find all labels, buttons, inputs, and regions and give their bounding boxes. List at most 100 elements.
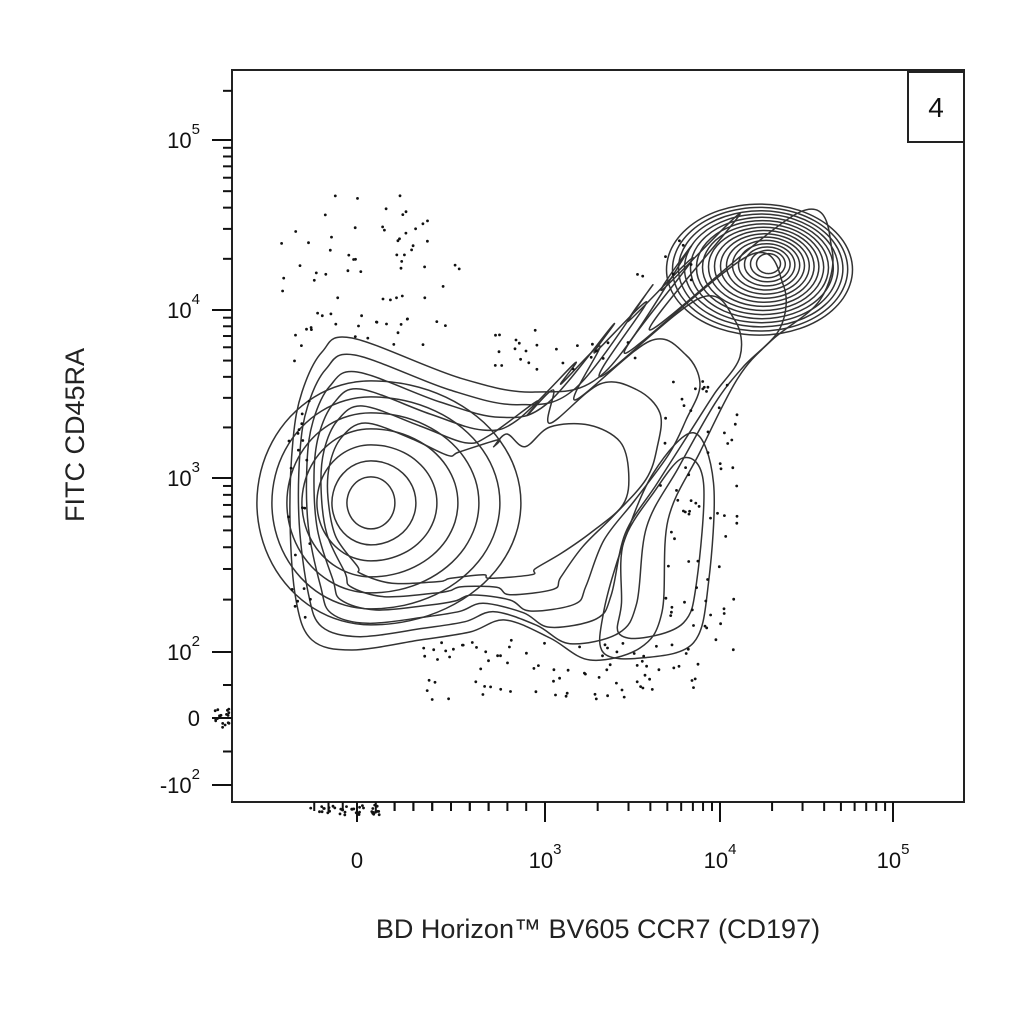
event-dot bbox=[591, 342, 594, 346]
event-dot bbox=[289, 466, 293, 470]
contour-line bbox=[725, 236, 806, 295]
event-dot bbox=[352, 258, 355, 261]
event-dot bbox=[333, 194, 337, 198]
event-dot bbox=[414, 227, 417, 231]
event-dot bbox=[694, 387, 697, 391]
y-tick-label-5: 105 bbox=[167, 121, 200, 153]
event-dot bbox=[552, 668, 556, 672]
event-dot bbox=[399, 266, 403, 270]
event-dot bbox=[730, 438, 734, 442]
event-dot bbox=[404, 231, 408, 235]
event-dot bbox=[300, 422, 304, 426]
event-dot bbox=[500, 364, 504, 367]
event-dot bbox=[396, 239, 400, 243]
contour-line bbox=[677, 209, 844, 328]
event-dot bbox=[578, 645, 581, 649]
event-dot bbox=[475, 646, 478, 649]
contour-line bbox=[719, 233, 811, 299]
contour-line bbox=[316, 444, 438, 562]
event-dot bbox=[527, 361, 531, 365]
event-dot bbox=[328, 248, 332, 252]
event-dot bbox=[297, 448, 300, 452]
event-dot bbox=[470, 641, 474, 644]
event-dot bbox=[506, 661, 509, 665]
event-dot bbox=[336, 296, 340, 300]
event-dot bbox=[594, 697, 598, 701]
event-dot bbox=[281, 289, 284, 293]
event-dot bbox=[595, 349, 598, 353]
event-dot bbox=[453, 263, 457, 267]
event-dot bbox=[357, 324, 360, 328]
event-dot bbox=[484, 650, 488, 654]
y-tick-label-2: 102 bbox=[167, 633, 200, 665]
event-dot bbox=[725, 383, 729, 387]
event-dot bbox=[701, 380, 705, 383]
event-dot bbox=[561, 361, 565, 365]
event-dot bbox=[401, 213, 405, 217]
event-dot bbox=[423, 265, 426, 269]
event-dot bbox=[333, 806, 337, 810]
event-dot bbox=[597, 676, 601, 679]
event-dot bbox=[329, 312, 333, 316]
event-dot bbox=[601, 654, 604, 658]
event-dot bbox=[499, 687, 503, 691]
event-dot bbox=[214, 719, 218, 723]
event-dot bbox=[622, 695, 626, 699]
event-dot bbox=[682, 509, 685, 513]
event-dot bbox=[290, 588, 294, 591]
event-dot bbox=[645, 664, 648, 668]
event-dot bbox=[704, 599, 708, 603]
event-dot bbox=[423, 296, 427, 300]
event-dot bbox=[641, 686, 645, 690]
event-dot bbox=[554, 693, 557, 697]
event-dot bbox=[690, 679, 694, 682]
event-dot bbox=[709, 613, 712, 617]
event-dot bbox=[213, 709, 217, 713]
event-dot bbox=[310, 328, 313, 331]
event-dot bbox=[535, 367, 539, 371]
event-dot bbox=[353, 335, 357, 338]
contour-line bbox=[286, 412, 480, 594]
contour-line bbox=[731, 239, 801, 291]
event-dot bbox=[672, 666, 676, 670]
event-dot bbox=[350, 807, 354, 811]
event-dot bbox=[298, 264, 302, 267]
x-axis-title: BD Horizon™ BV605 CCR7 (CD197) bbox=[376, 914, 820, 944]
event-dot bbox=[517, 341, 521, 345]
event-dot bbox=[410, 248, 413, 252]
contour-line bbox=[297, 251, 787, 645]
event-dot bbox=[381, 297, 385, 301]
event-dot bbox=[667, 564, 670, 568]
event-dot bbox=[396, 331, 400, 335]
contour-line bbox=[289, 208, 834, 662]
event-dot bbox=[499, 654, 502, 658]
event-dot bbox=[309, 806, 313, 810]
event-dot bbox=[684, 652, 688, 655]
event-dot bbox=[706, 578, 709, 581]
y-tick-label-3: 103 bbox=[167, 459, 200, 491]
event-dot bbox=[318, 810, 321, 814]
event-dot bbox=[227, 711, 231, 715]
event-dot bbox=[479, 667, 483, 671]
event-dot bbox=[395, 296, 398, 300]
contour-line bbox=[598, 432, 715, 660]
contour-line bbox=[713, 229, 815, 304]
event-dot bbox=[309, 597, 312, 601]
event-dot bbox=[433, 680, 437, 684]
event-dot bbox=[689, 409, 693, 412]
event-dot bbox=[606, 646, 609, 650]
event-dot bbox=[474, 680, 478, 684]
event-dot bbox=[717, 565, 721, 569]
contour-line bbox=[346, 476, 396, 530]
event-dot bbox=[427, 678, 431, 682]
event-dot bbox=[608, 663, 612, 667]
event-dot bbox=[636, 273, 639, 276]
event-dot bbox=[705, 390, 708, 393]
contour-line bbox=[701, 223, 825, 312]
event-dot bbox=[294, 553, 297, 557]
event-dot bbox=[293, 359, 296, 363]
event-dot bbox=[657, 668, 661, 672]
event-dot bbox=[496, 654, 499, 658]
event-dot bbox=[524, 349, 528, 353]
event-dot bbox=[703, 624, 707, 628]
